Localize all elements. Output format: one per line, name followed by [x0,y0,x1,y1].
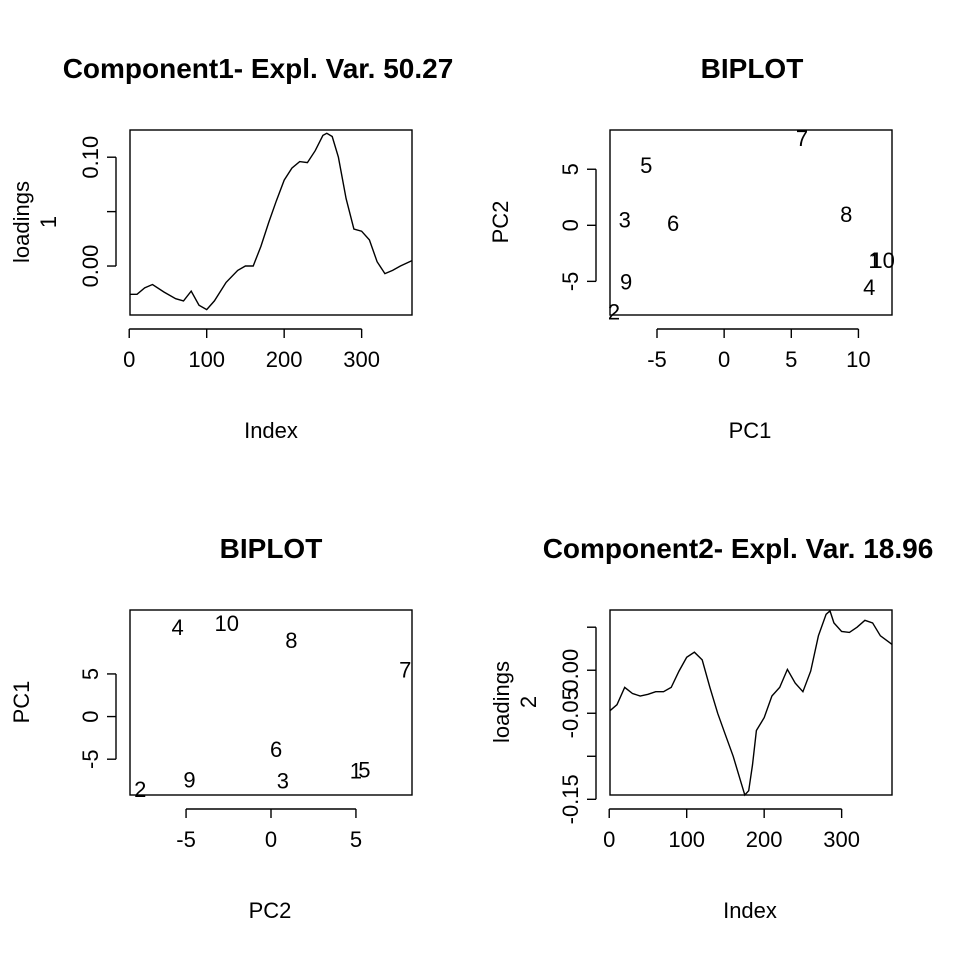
panel-biplot-pc2-pc1-points: 1 2 3 4 5 6 7 8 9 10 [134,611,411,802]
x-tick-label: 300 [343,347,380,372]
panel-component2-x-axis: 0 100 200 300 [603,808,860,852]
panel-biplot-pc2-pc1: BIPLOT 1 2 3 4 5 6 7 8 9 10 -5 0 5 -5 0 5 PC2 PC1 [9,533,413,923]
panel-component2-ylabel-line1: loadings [489,661,514,743]
x-tick-label: 0 [603,827,615,852]
panel-component2-xlabel: Index [723,898,777,923]
panel-component1-line [130,132,413,311]
panel-component2-plot-box [609,609,893,796]
panel-biplot-pc2-pc1-xlabel: PC2 [249,898,292,923]
y-tick-label: 0 [78,710,103,722]
panel-component2-line [609,609,893,797]
panel-component1: Component1- Expl. Var. 50.27 0 100 200 300 … [9,53,453,443]
x-tick-label: 0 [123,347,135,372]
point-label-10: 10 [870,248,894,273]
panel-biplot-pc2-pc1-title: BIPLOT [220,533,323,564]
y-tick-label: 5 [78,668,103,680]
point-label-9: 9 [183,768,195,793]
panel-component2: Component2- Expl. Var. 18.96 0 100 200 300 … [489,533,933,923]
panel-biplot-pc1-pc2-xlabel: PC1 [729,418,772,443]
y-tick-label: 5 [558,163,583,175]
point-label-8: 8 [285,628,297,653]
point-label-6: 6 [270,737,282,762]
loadings-line [130,132,413,311]
point-label-4: 4 [171,615,183,640]
panel-biplot-pc2-pc1-plot-box [129,609,413,796]
panel-component1-x-axis: 0 100 200 300 [123,328,380,372]
y-tick-label: 0 [558,219,583,231]
x-tick-label: 300 [823,827,860,852]
panel-component2-title: Component2- Expl. Var. 18.96 [543,533,934,564]
x-tick-label: 100 [668,827,705,852]
panel-component2-ylabel-line2: 2 [516,696,541,708]
x-tick-label: 5 [785,347,797,372]
panel-component1-xlabel: Index [244,418,298,443]
panel-biplot-pc1-pc2-y-axis: -5 0 5 [558,163,597,292]
point-label-5: 5 [640,153,652,178]
y-tick-label: -0.05 [558,688,583,738]
x-tick-label: 200 [746,827,783,852]
loadings-line [609,609,893,797]
point-label-1: 1 [350,758,362,783]
y-tick-label: 0.10 [78,136,103,179]
y-tick-label: 0.00 [558,649,583,692]
point-label-3: 3 [619,208,631,233]
point-label-8: 8 [840,202,852,227]
x-tick-label: -5 [647,347,667,372]
panel-biplot-pc1-pc2-plot-box [609,129,893,316]
panel-biplot-pc2-pc1-ylabel: PC1 [9,681,34,724]
panel-component1-ylabel-line1: loadings [9,181,34,263]
panel-biplot-pc1-pc2: BIPLOT 1 2 3 4 5 6 7 8 9 10 -5 0 5 10 -5 0 5 PC1 PC2 [488,53,895,443]
point-label-7: 7 [399,658,411,683]
point-label-2: 2 [134,777,146,802]
panel-component1-plot-box [129,129,413,316]
panel-component1-ylabel-line2: 1 [36,216,61,228]
point-label-10: 10 [215,611,239,636]
panel-component1-title: Component1- Expl. Var. 50.27 [63,53,454,84]
x-tick-label: 5 [350,827,362,852]
panel-biplot-pc1-pc2-title: BIPLOT [701,53,804,84]
panel-biplot-pc1-pc2-points: 1 2 3 4 5 6 7 8 9 10 [608,126,895,325]
x-tick-label: 0 [718,347,730,372]
x-tick-label: 100 [188,347,225,372]
point-label-4: 4 [863,275,875,300]
panel-component1-y-axis: 0.00 0.10 [78,136,117,288]
panel-biplot-pc2-pc1-x-axis: -5 0 5 [176,808,362,852]
point-label-1: 1 [868,248,880,273]
y-tick-label: -5 [78,749,103,769]
y-tick-label: -0.15 [558,774,583,824]
y-tick-label: -5 [558,272,583,292]
point-label-5: 5 [358,757,370,782]
point-label-6: 6 [667,211,679,236]
x-tick-label: 200 [266,347,303,372]
panel-component2-y-axis: -0.15 -0.050.00 [558,626,597,824]
panel-biplot-pc1-pc2-ylabel: PC2 [488,201,513,244]
panel-biplot-pc1-pc2-x-axis: -5 0 5 10 [647,328,871,372]
point-label-7: 7 [796,126,808,151]
point-label-3: 3 [277,769,289,794]
point-label-9: 9 [620,269,632,294]
panel-biplot-pc2-pc1-y-axis: -5 0 5 [78,668,117,769]
x-tick-label: 0 [265,827,277,852]
x-tick-label: 10 [846,347,870,372]
point-label-2: 2 [608,300,620,325]
x-tick-label: -5 [176,827,196,852]
y-tick-label: 0.00 [78,245,103,288]
